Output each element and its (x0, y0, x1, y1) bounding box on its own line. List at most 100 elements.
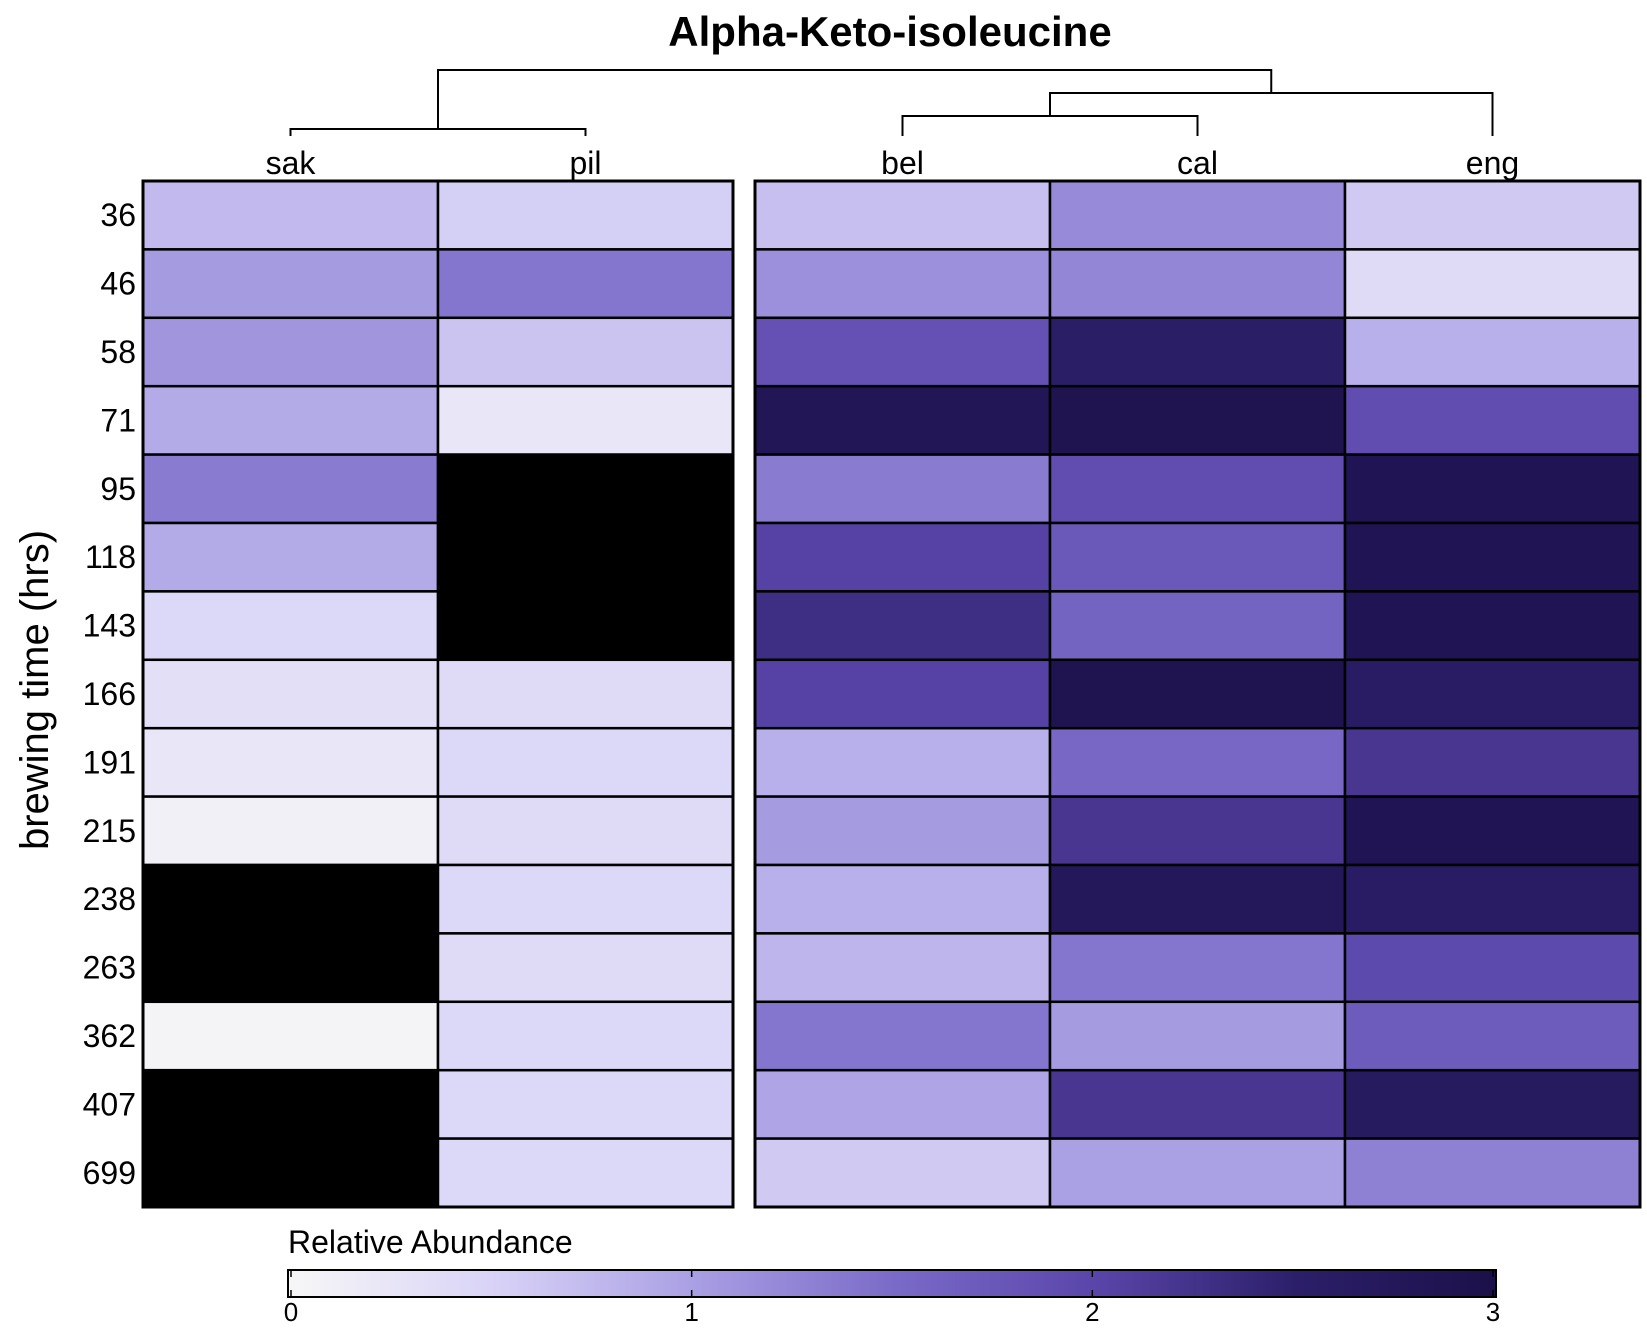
row-label-143: 143 (83, 608, 136, 644)
heatmap-cell-eng-95 (1343, 453, 1642, 525)
dendrogram-branch-belcal-eng (1049, 92, 1494, 136)
heatmap-cell-sak-215 (141, 795, 440, 867)
row-label-36: 36 (100, 197, 136, 233)
column-label-cal: cal (1177, 145, 1218, 181)
heatmap-cell-eng-143 (1343, 590, 1642, 662)
heatmap-cell-sak-71 (141, 384, 440, 456)
row-label-191: 191 (83, 744, 136, 780)
heatmap-cell-eng-58 (1343, 316, 1642, 388)
heatmap-cell-pil-58 (436, 316, 735, 388)
chart-title: Alpha-Keto-isoleucine (668, 8, 1111, 55)
heatmap-cell-pil-166 (436, 658, 735, 730)
heatmap-cell-bel-143 (753, 590, 1052, 662)
colorbar-tick-label: 1 (684, 1297, 698, 1327)
heatmap-cell-bel-46 (753, 248, 1052, 320)
heatmap-cell-bel-95 (753, 453, 1052, 525)
heatmap-cell-sak-46 (141, 248, 440, 320)
heatmap-cell-cal-215 (1048, 795, 1347, 867)
colorbar-tick-label: 2 (1085, 1297, 1099, 1327)
row-label-118: 118 (85, 539, 136, 575)
heatmap-cell-eng-215 (1343, 795, 1642, 867)
heatmap-cell-cal-118 (1048, 521, 1347, 593)
heatmap-cell-bel-699 (753, 1137, 1052, 1209)
heatmap-cell-sak-95 (141, 453, 440, 525)
heatmap-cell-sak-238 (141, 863, 440, 935)
heatmap-cell-eng-238 (1343, 863, 1642, 935)
dendrogram-branch-sak-pil (289, 128, 587, 136)
heatmap-cell-sak-118 (141, 521, 440, 593)
heatmap-cell-sak-36 (141, 179, 440, 251)
heatmap-cell-bel-215 (753, 795, 1052, 867)
column-labels: sak pil bel cal eng (266, 145, 1520, 181)
heatmap-cell-pil-118 (436, 521, 735, 593)
dendrogram-branch-bel-cal (901, 115, 1199, 136)
heatmap-cell-bel-118 (753, 521, 1052, 593)
heatmap-cell-cal-143 (1048, 590, 1347, 662)
heatmap-cell-cal-58 (1048, 316, 1347, 388)
heatmap-cell-eng-36 (1343, 179, 1642, 251)
heatmap-cells (141, 179, 1642, 1209)
row-label-58: 58 (100, 334, 136, 370)
heatmap-cell-sak-699 (141, 1137, 440, 1209)
heatmap-cell-pil-71 (436, 384, 735, 456)
heatmap-cell-pil-36 (436, 179, 735, 251)
heatmap-cell-cal-191 (1048, 726, 1347, 798)
heatmap-cell-eng-118 (1343, 521, 1642, 593)
heatmap-cell-bel-36 (753, 179, 1052, 251)
row-label-238: 238 (83, 881, 136, 917)
y-axis-label: brewing time (hrs) (13, 530, 57, 850)
heatmap-cell-eng-362 (1343, 1000, 1642, 1072)
heatmap-cell-cal-36 (1048, 179, 1347, 251)
colorbar: 0 1 2 3 (284, 1269, 1500, 1327)
heatmap-cell-eng-263 (1343, 932, 1642, 1004)
heatmap-cell-cal-699 (1048, 1137, 1347, 1209)
row-label-71: 71 (100, 402, 136, 438)
heatmap-cell-cal-71 (1048, 384, 1347, 456)
heatmap-cell-cal-238 (1048, 863, 1347, 935)
row-label-407: 407 (83, 1086, 136, 1122)
column-dendrogram (289, 69, 1494, 136)
heatmap-cell-pil-699 (436, 1137, 735, 1209)
column-label-bel: bel (881, 145, 924, 181)
heatmap-cell-bel-263 (753, 932, 1052, 1004)
heatmap-cell-sak-143 (141, 590, 440, 662)
row-label-46: 46 (100, 266, 136, 302)
heatmap-cell-eng-46 (1343, 248, 1642, 320)
heatmap-cell-sak-263 (141, 932, 440, 1004)
row-label-263: 263 (83, 950, 136, 986)
column-label-eng: eng (1466, 145, 1519, 181)
row-label-166: 166 (83, 676, 136, 712)
heatmap-cell-eng-699 (1343, 1137, 1642, 1209)
row-label-215: 215 (83, 813, 136, 849)
heatmap-cell-sak-58 (141, 316, 440, 388)
colorbar-gradient (287, 1269, 1497, 1298)
heatmap-cell-eng-71 (1343, 384, 1642, 456)
heatmap-cell-pil-362 (436, 1000, 735, 1072)
heatmap-panel-border (753, 179, 1642, 1209)
heatmap-cell-pil-46 (436, 248, 735, 320)
heatmap-panel-border (141, 179, 735, 1209)
row-labels: 36 46 58 71 95 118 143 166 191 215 238 263 362 407 699 (83, 197, 136, 1191)
heatmap-cell-bel-238 (753, 863, 1052, 935)
heatmap-cell-pil-191 (436, 726, 735, 798)
heatmap-cell-eng-191 (1343, 726, 1642, 798)
column-label-pil: pil (569, 145, 601, 181)
row-label-95: 95 (100, 471, 136, 507)
heatmap-cell-cal-46 (1048, 248, 1347, 320)
heatmap-cell-bel-166 (753, 658, 1052, 730)
heatmap-cell-cal-407 (1048, 1068, 1347, 1140)
heatmap-cell-bel-191 (753, 726, 1052, 798)
heatmap-cell-bel-58 (753, 316, 1052, 388)
heatmap-cell-eng-166 (1343, 658, 1642, 730)
heatmap-cell-pil-95 (436, 453, 735, 525)
heatmap-cell-bel-407 (753, 1068, 1052, 1140)
colorbar-title: Relative Abundance (288, 1224, 573, 1260)
colorbar-tick-label: 0 (284, 1297, 298, 1327)
heatmap-cell-cal-263 (1048, 932, 1347, 1004)
heatmap-cell-cal-95 (1048, 453, 1347, 525)
heatmap-cell-sak-191 (141, 726, 440, 798)
heatmap-cell-eng-407 (1343, 1068, 1642, 1140)
column-label-sak: sak (266, 145, 317, 181)
heatmap-cell-pil-407 (436, 1068, 735, 1140)
